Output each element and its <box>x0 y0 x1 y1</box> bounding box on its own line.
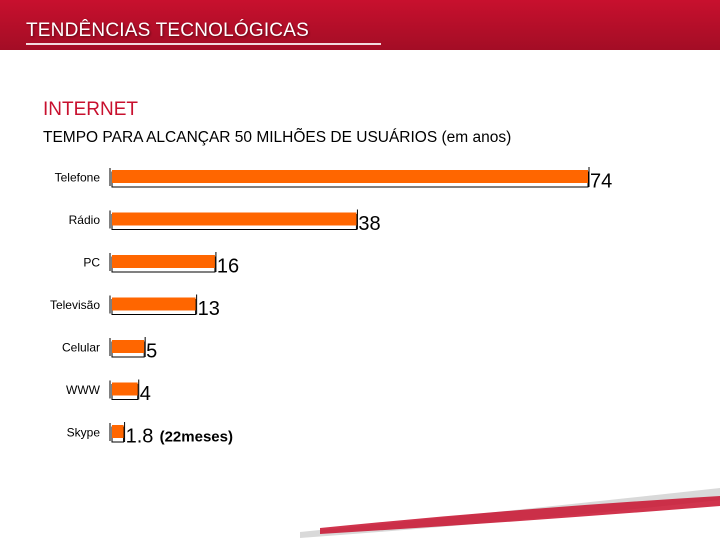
footer-swoosh <box>300 488 720 538</box>
title-underline <box>26 43 381 45</box>
data-label: 16 <box>217 256 239 278</box>
data-label: 4 <box>140 383 151 405</box>
data-label: 13 <box>198 298 220 320</box>
bar <box>112 297 196 311</box>
data-annotation: (22meses) <box>160 429 233 446</box>
bar-chart: Telefone 74 Rádio 38 PC 16 Televisão 13 Celular 5… <box>50 167 612 448</box>
data-label: 74 <box>590 171 612 193</box>
category-label: Televisão <box>50 298 100 312</box>
category-label: PC <box>83 256 100 270</box>
bar <box>112 340 145 353</box>
category-label: Celular <box>62 341 100 355</box>
bar <box>112 382 138 396</box>
data-label: 1.8 <box>126 426 154 448</box>
data-label: 5 <box>146 341 157 363</box>
bar <box>112 425 124 438</box>
section-title: INTERNET <box>43 99 138 120</box>
header-band <box>0 0 720 50</box>
bar <box>112 212 357 226</box>
page-title: TENDÊNCIAS TECNOLÓGICAS <box>26 20 309 41</box>
chart-subtitle: TEMPO PARA ALCANÇAR 50 MILHÕES DE USUÁRI… <box>43 129 512 146</box>
category-label: WWW <box>66 383 101 397</box>
bar <box>112 170 588 183</box>
category-label: Skype <box>67 426 101 440</box>
data-label: 38 <box>358 213 380 235</box>
category-label: Rádio <box>69 213 101 227</box>
bar <box>112 255 215 268</box>
category-label: Telefone <box>55 171 101 185</box>
